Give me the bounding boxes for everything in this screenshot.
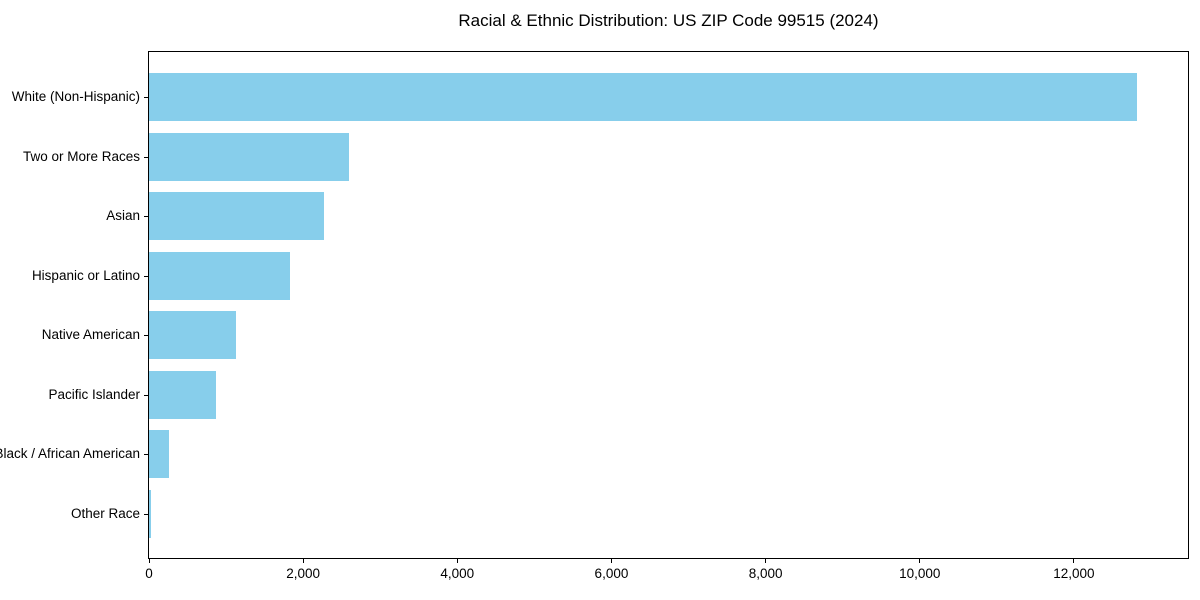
bar: [149, 132, 349, 181]
bar: [149, 489, 152, 538]
y-tick-mark: [144, 454, 148, 456]
x-tick-label: 6,000: [594, 566, 629, 581]
plot-area: White (Non-Hispanic) Two or More Races Asi…: [0, 51, 1189, 581]
y-axis-label: White (Non-Hispanic): [11, 89, 140, 104]
y-axis-label: Other Race: [70, 505, 140, 521]
bar: [149, 73, 1138, 121]
x-tick-mark: [919, 559, 921, 563]
x-tick-mark: [765, 559, 767, 563]
y-tick-mark: [144, 216, 148, 218]
x-tick-label: 2,000: [286, 566, 321, 581]
y-tick-mark: [144, 275, 148, 277]
y-axis-label: Hispanic or Latino: [31, 267, 140, 283]
y-axis-label: Two or More Races: [22, 148, 140, 164]
bar: [149, 192, 324, 241]
x-tick-label: 4,000: [440, 566, 475, 581]
x-tick-mark: [148, 559, 150, 563]
y-axis-label: Native American: [41, 327, 140, 343]
x-tick-label: 10,000: [899, 566, 941, 581]
y-tick-mark: [144, 513, 148, 515]
x-tick-mark: [456, 559, 458, 563]
y-tick-mark: [144, 335, 148, 337]
x-tick-label: 12,000: [1053, 566, 1095, 581]
y-tick-mark: [144, 97, 148, 98]
x-tick-mark: [610, 559, 612, 563]
bar: [149, 370, 217, 419]
y-tick-mark: [144, 394, 148, 396]
y-tick-mark: [144, 156, 148, 158]
chart-title: Racial & Ethnic Distribution: US ZIP Cod…: [458, 11, 879, 30]
bar: [149, 251, 291, 300]
y-axis-label: Pacific Islander: [48, 386, 140, 402]
x-tick-label: 8,000: [748, 566, 783, 581]
y-axis-label: Asian: [106, 208, 140, 224]
x-tick-mark: [302, 559, 304, 563]
bar: [149, 311, 237, 360]
x-tick-label: 0: [145, 566, 153, 581]
bar: [149, 430, 170, 479]
x-tick-mark: [1073, 559, 1075, 563]
y-axis-label: Black / African American: [0, 446, 140, 462]
